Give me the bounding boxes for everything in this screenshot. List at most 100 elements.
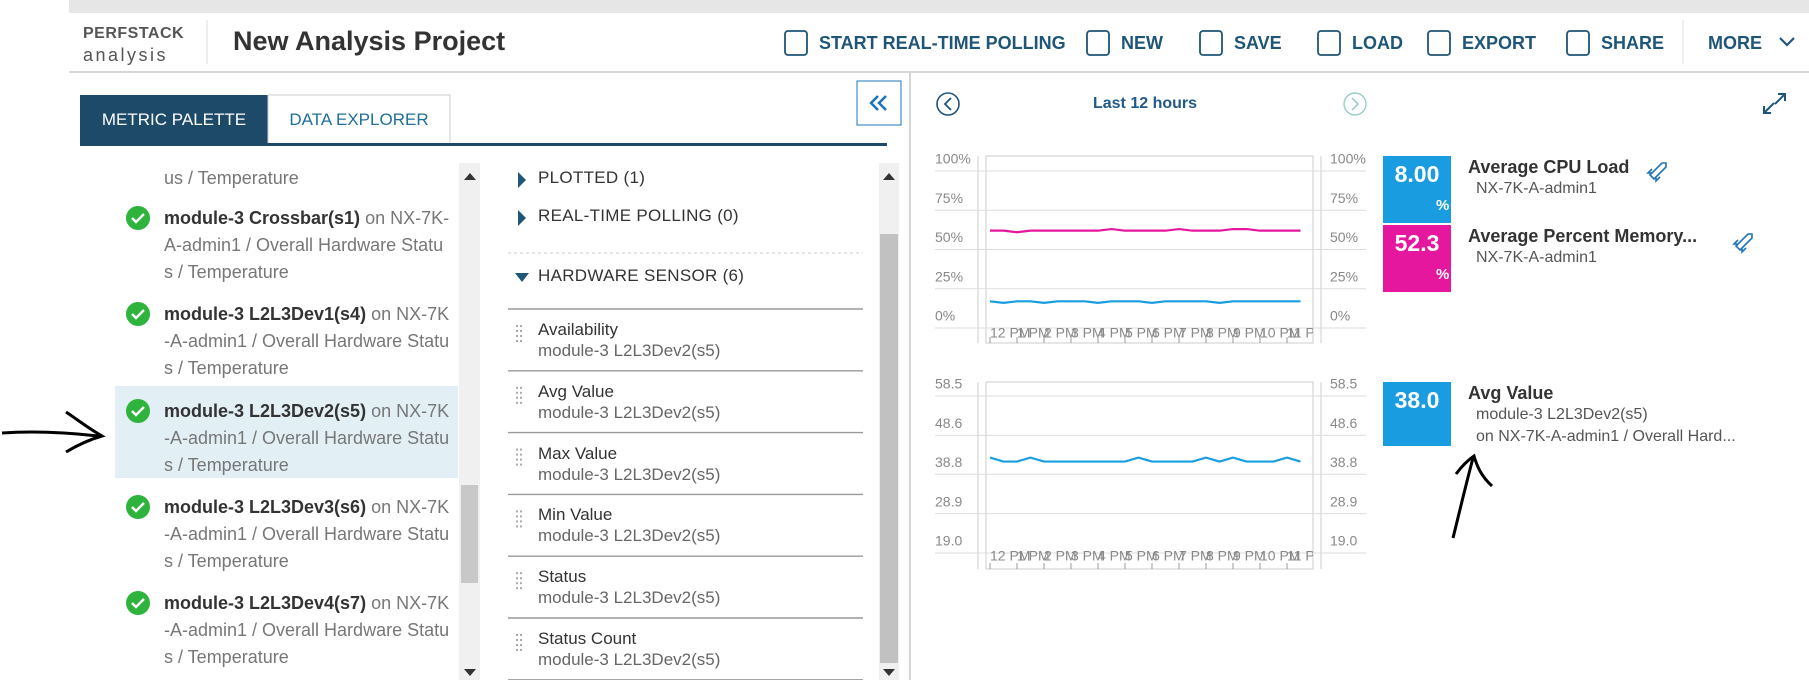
toolbar-button[interactable]: MORE — [1708, 33, 1762, 53]
legend-title[interactable]: Avg Value — [1468, 383, 1553, 403]
status-icon — [126, 302, 150, 326]
check-circle — [126, 591, 150, 615]
scroll-thumb[interactable] — [880, 234, 898, 663]
grip — [516, 340, 518, 342]
next-button[interactable] — [1343, 92, 1367, 116]
y2-tick-label: 48.6 — [1330, 415, 1357, 431]
value-tile — [1383, 156, 1451, 223]
y2-tick-label: 0% — [1330, 308, 1350, 324]
tab-bg — [267, 94, 451, 146]
grip — [520, 401, 522, 404]
list-item[interactable]: module-3 L2L3Dev1(s4) on NX-7K-A-admin1 … — [164, 301, 450, 382]
next-icon — [1351, 97, 1360, 111]
grip — [520, 515, 522, 518]
prev-button[interactable] — [936, 92, 960, 116]
item-detail: on NX-7K-A-admin1 / Overall Hardware Sta… — [164, 304, 450, 378]
y2-tick-label: 38.8 — [1330, 454, 1357, 470]
time-range[interactable]: Last 12 hours — [1092, 95, 1198, 112]
grip — [516, 325, 518, 327]
toolbar-button[interactable]: EXPORT — [1462, 33, 1537, 53]
x-tick-label: 8 PM — [1206, 325, 1239, 341]
rocket-icon[interactable] — [1646, 162, 1667, 183]
list-item[interactable]: module-3 L2L3Dev2(s5) on NX-7K-A-admin1 … — [164, 398, 450, 479]
rocket-icon[interactable] — [1732, 233, 1753, 254]
prev-icon — [943, 97, 952, 111]
sensor-title[interactable]: Availability — [538, 320, 619, 339]
tile-value: 38.0 — [1395, 387, 1440, 413]
grip — [516, 639, 518, 641]
grip — [516, 401, 518, 404]
sensor-title[interactable]: Min Value — [538, 505, 613, 525]
sensor-title[interactable]: Status — [538, 567, 587, 587]
check-circle — [126, 302, 150, 326]
item-name: module-3 Crossbar(s1) — [164, 208, 361, 228]
group-header[interactable]: REAL-TIME POLLING (0) — [538, 206, 739, 225]
toolbar-button[interactable]: SHARE — [1601, 33, 1665, 53]
tool-icon — [1427, 30, 1451, 56]
legend-subtitle: module-3 L2L3Dev2(s5) — [1476, 406, 1648, 423]
grip — [516, 458, 518, 461]
y-tick-label: 25% — [935, 268, 963, 284]
grip — [516, 453, 518, 456]
grip — [520, 634, 522, 636]
grip — [520, 582, 522, 585]
grip — [516, 582, 518, 585]
sensor-subtitle: module-3 L2L3Dev2(s5) — [538, 464, 721, 484]
group-header[interactable]: PLOTTED (1) — [538, 168, 646, 187]
toolbar-button[interactable]: LOAD — [1352, 33, 1403, 53]
list-item-text: us / Temperature — [164, 168, 299, 188]
tab[interactable]: DATA EXPLORER — [289, 110, 429, 129]
tool-icon — [784, 30, 808, 56]
x-tick-label: 2 PM — [1044, 325, 1077, 341]
list-item[interactable]: module-3 Crossbar(s1) on NX-7K-A-admin1 … — [164, 205, 450, 286]
collapse-icon — [869, 95, 887, 111]
sensor-title[interactable]: Avg Value — [538, 381, 614, 401]
sensor-title[interactable]: Max Value — [538, 443, 618, 463]
tool-icon — [1317, 30, 1341, 56]
toolbar-button[interactable]: START REAL-TIME POLLING — [819, 33, 1066, 53]
plot-area — [985, 381, 1314, 570]
y-tick-label: 50% — [935, 229, 963, 245]
collapse-arrow[interactable] — [515, 273, 529, 282]
metric-list: us / Temperature module-3 Crossbar(s1) on… — [115, 163, 458, 680]
toolbar-button[interactable]: NEW — [1121, 33, 1163, 53]
check-mark — [131, 406, 145, 417]
value-tile — [1383, 382, 1451, 446]
sensor-title[interactable]: Status Count — [538, 629, 637, 648]
logo-bottom: analysis — [83, 45, 169, 65]
item-name: module-3 L2L3Dev1(s4) — [164, 304, 367, 324]
item-detail: on NX-7K-A-admin1 / Overall Hardware Sta… — [164, 208, 450, 282]
legend-title[interactable]: Average Percent Memory... — [1468, 226, 1697, 246]
tool-icon — [1566, 30, 1590, 56]
x-axis: 12 PM1 PM2 PM3 PM4 PM5 PM6 PM7 PM8 PM9 P… — [989, 548, 1313, 569]
x-tick-label: 1 PM — [1017, 325, 1050, 341]
grip — [516, 515, 518, 518]
grip — [516, 396, 518, 399]
status-icon — [126, 591, 150, 615]
annotation-arrow — [1, 410, 106, 454]
grip — [516, 587, 518, 590]
toolbar-button[interactable]: SAVE — [1234, 33, 1282, 53]
expand-icon[interactable] — [1763, 93, 1786, 114]
legend-title[interactable]: Average CPU Load — [1468, 157, 1629, 177]
x-tick-label: 11 PM — [1287, 325, 1326, 341]
x-tick-label: 2 PM — [1044, 548, 1077, 564]
grip — [520, 572, 522, 575]
group-header[interactable]: HARDWARE SENSOR (6) — [538, 266, 745, 285]
grip — [520, 463, 522, 466]
series-line — [989, 300, 1301, 304]
y-tick-label: 75% — [935, 190, 963, 206]
y-tick-label: 0% — [935, 308, 955, 324]
list-item[interactable]: module-3 L2L3Dev3(s6) on NX-7K-A-admin1 … — [164, 494, 450, 575]
scroll-thumb[interactable] — [461, 485, 478, 583]
x-tick-label: 3 PM — [1071, 548, 1104, 564]
tile-value: 52.3 — [1395, 230, 1440, 256]
status-icon — [126, 399, 150, 423]
scroll-track — [459, 163, 480, 680]
expand-arrows[interactable] — [518, 172, 526, 226]
tab[interactable]: METRIC PALETTE — [101, 110, 247, 129]
y2-tick-label: 75% — [1330, 190, 1358, 206]
list-item[interactable]: module-3 L2L3Dev4(s7) on NX-7K-A-admin1 … — [164, 590, 450, 671]
